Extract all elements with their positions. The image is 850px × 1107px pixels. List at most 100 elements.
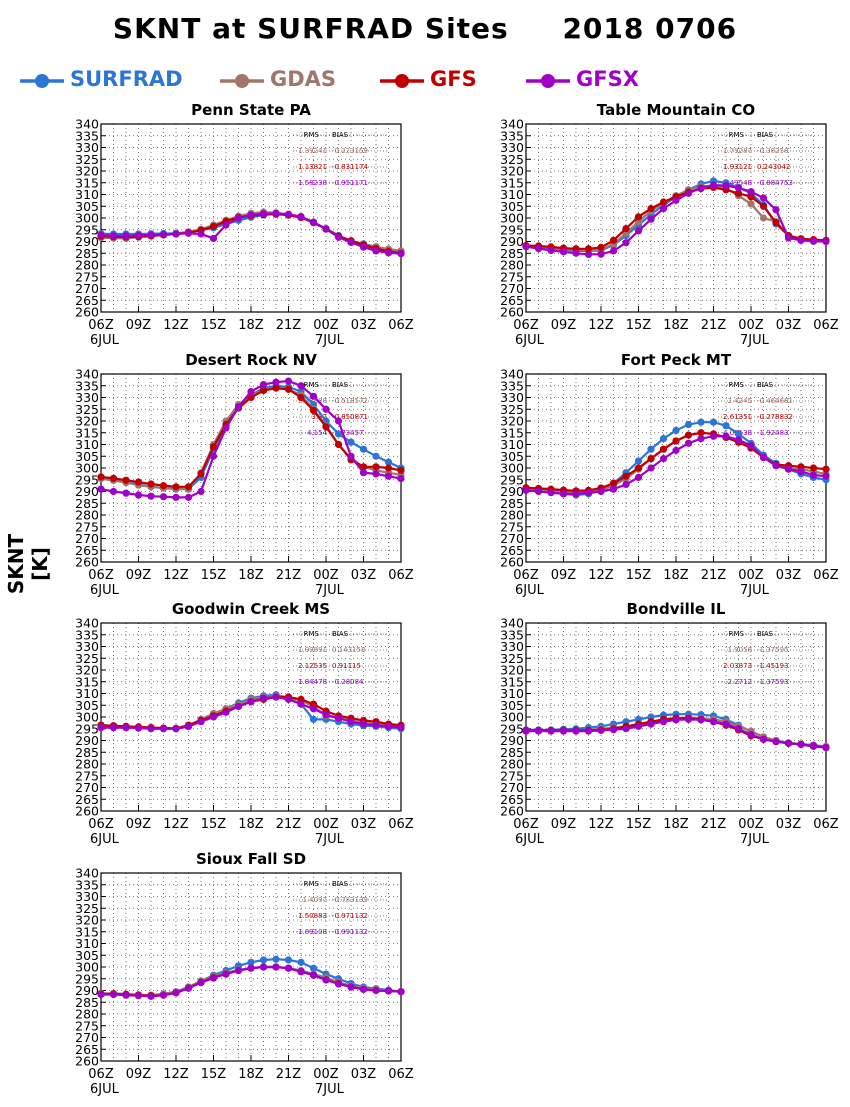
data-point bbox=[259, 694, 268, 702]
chart-panel: Fort Peck MT2602652702752802852902953003… bbox=[500, 351, 839, 598]
y-tick-label: 280 bbox=[500, 258, 524, 273]
data-point bbox=[647, 205, 655, 213]
y-tick-label: 320 bbox=[500, 663, 524, 678]
data-point bbox=[397, 988, 405, 996]
data-point bbox=[634, 213, 643, 221]
y-tick-label: 305 bbox=[75, 698, 99, 713]
data-point bbox=[197, 979, 205, 987]
data-point bbox=[534, 244, 543, 253]
series-gfsx bbox=[522, 432, 830, 498]
stats-bias-header: BIAS bbox=[332, 381, 349, 389]
data-point bbox=[634, 473, 643, 481]
data-point bbox=[734, 436, 743, 444]
data-point bbox=[572, 490, 580, 498]
x-tick-label: 03Z bbox=[351, 318, 377, 333]
data-point bbox=[134, 231, 143, 239]
chart-panel: Desert Rock NV26026527027528028529029530… bbox=[75, 351, 414, 598]
data-point bbox=[222, 221, 230, 229]
x-tick-label: 06Z bbox=[388, 318, 414, 333]
y-tick-label: 295 bbox=[75, 222, 99, 237]
y-tick-label: 275 bbox=[75, 1018, 99, 1033]
y-tick-label: 320 bbox=[500, 164, 524, 179]
data-point bbox=[684, 420, 693, 429]
y-tick-label: 325 bbox=[500, 152, 524, 167]
stats-bias-value: -0.951171 bbox=[332, 179, 368, 187]
data-point bbox=[147, 480, 155, 488]
y-tick-label: 335 bbox=[75, 128, 99, 143]
series-gfsx bbox=[97, 963, 405, 1000]
data-point bbox=[622, 480, 630, 489]
data-point bbox=[134, 724, 143, 732]
y-tick-label: 305 bbox=[500, 199, 524, 214]
x-tick-label: 21Z bbox=[701, 568, 727, 583]
legend-swatch-gfsx bbox=[526, 74, 570, 88]
data-point bbox=[684, 189, 693, 197]
data-point bbox=[734, 184, 743, 192]
data-point bbox=[397, 474, 405, 483]
data-point bbox=[372, 470, 380, 478]
x-tick-label: 00Z bbox=[738, 318, 764, 333]
data-point bbox=[322, 225, 330, 233]
x-tick-label: 15Z bbox=[201, 318, 227, 333]
x-tick-label: 09Z bbox=[126, 568, 152, 583]
y-tick-label: 325 bbox=[500, 402, 524, 417]
y-tick-label: 290 bbox=[500, 234, 524, 249]
data-point bbox=[272, 693, 280, 701]
data-point bbox=[609, 247, 618, 255]
data-point bbox=[684, 715, 693, 723]
data-point bbox=[359, 720, 368, 728]
data-point bbox=[259, 380, 268, 389]
legend-label: GFS bbox=[430, 67, 477, 91]
data-point bbox=[622, 725, 630, 733]
data-point bbox=[659, 445, 668, 453]
date-label: 6JUL bbox=[515, 583, 545, 598]
y-tick-label: 315 bbox=[75, 674, 99, 689]
grid bbox=[526, 374, 826, 562]
data-point bbox=[372, 986, 380, 995]
data-point bbox=[147, 231, 155, 239]
data-point bbox=[284, 385, 293, 393]
legend-swatch-gfs bbox=[380, 74, 424, 88]
stats-bias-value: -0.28084 bbox=[332, 678, 364, 686]
data-point bbox=[247, 698, 255, 706]
y-tick-label: 290 bbox=[75, 484, 99, 499]
y-tick-label: 335 bbox=[75, 877, 99, 892]
stats-rms-value: 1.13821 bbox=[298, 163, 327, 171]
legend-label: SURFRAD bbox=[70, 67, 183, 91]
y-tick-label: 300 bbox=[75, 211, 99, 226]
data-point bbox=[622, 239, 630, 247]
y-axis-label: SKNT [K] bbox=[4, 533, 52, 595]
stats-bias-header: BIAS bbox=[757, 630, 774, 638]
data-point bbox=[697, 184, 705, 192]
data-point bbox=[334, 417, 343, 425]
data-point bbox=[809, 464, 818, 472]
y-tick-label: 305 bbox=[75, 449, 99, 464]
x-tick-label: 15Z bbox=[201, 817, 227, 832]
x-tick-label: 00Z bbox=[738, 568, 764, 583]
data-point bbox=[659, 198, 668, 206]
panel-title: Sioux Fall SD bbox=[196, 850, 306, 868]
date-label: 7JUL bbox=[740, 333, 770, 348]
date-label: 6JUL bbox=[515, 832, 545, 847]
data-point bbox=[534, 727, 543, 735]
data-point bbox=[297, 212, 305, 221]
legend-swatch-surfrad bbox=[20, 74, 64, 88]
data-point bbox=[347, 438, 355, 446]
x-tick-label: 12Z bbox=[588, 318, 614, 333]
data-point bbox=[147, 492, 155, 500]
x-tick-label: 15Z bbox=[201, 1067, 227, 1082]
data-point bbox=[547, 246, 555, 255]
data-point bbox=[209, 452, 218, 460]
data-point bbox=[647, 464, 655, 472]
data-point bbox=[284, 695, 293, 703]
y-tick-label: 270 bbox=[500, 780, 524, 795]
date-label: 6JUL bbox=[90, 583, 120, 598]
data-point bbox=[384, 722, 393, 730]
y-tick-label: 260 bbox=[75, 555, 99, 570]
stats-bias-value: -0.278832 bbox=[757, 413, 793, 421]
y-tick-label: 305 bbox=[500, 698, 524, 713]
stats-rms-value: 1.93121 bbox=[723, 163, 752, 171]
y-tick-label: 290 bbox=[75, 733, 99, 748]
data-point bbox=[184, 229, 193, 237]
y-tick-label: 310 bbox=[75, 686, 99, 701]
